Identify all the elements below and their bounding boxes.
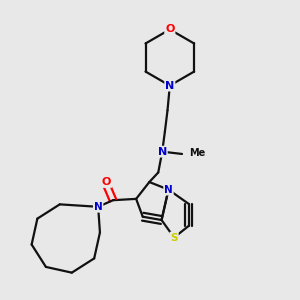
Text: N: N	[94, 202, 103, 212]
Text: O: O	[165, 25, 175, 34]
Text: N: N	[165, 81, 174, 91]
Text: O: O	[102, 177, 111, 187]
Text: S: S	[170, 232, 178, 242]
Text: N: N	[158, 147, 167, 157]
Text: Me: Me	[189, 148, 205, 158]
Text: N: N	[164, 184, 173, 195]
